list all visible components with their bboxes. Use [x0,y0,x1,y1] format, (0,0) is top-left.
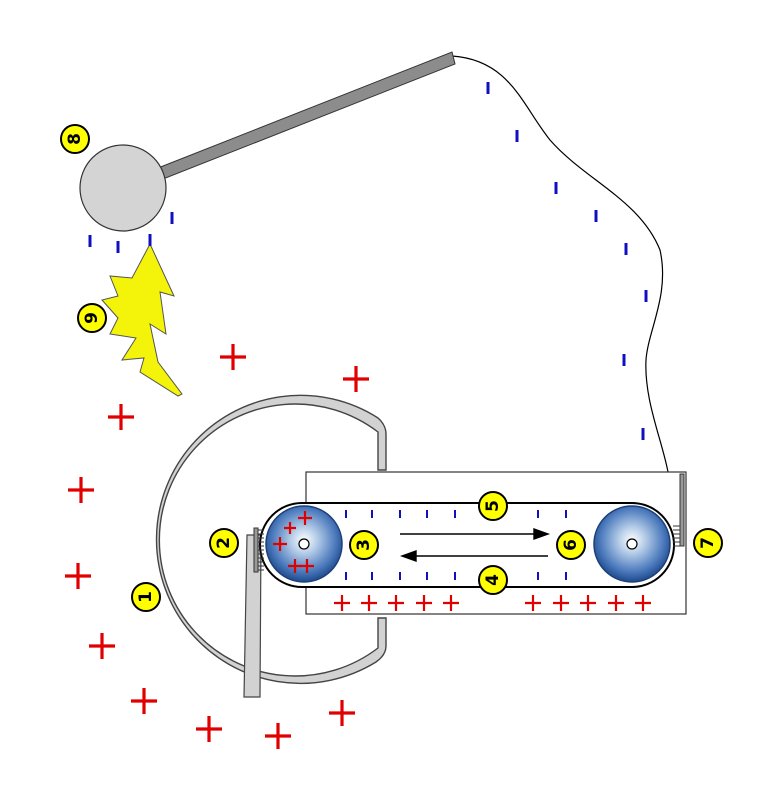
upper-roller-axle [298,538,310,550]
collector-dome [155,394,387,685]
label-1-text: 1 [136,591,156,603]
label-6: 6 [556,530,586,560]
label-8: 8 [60,124,90,154]
label-7-text: 7 [698,537,718,549]
roller-positive-charges [273,511,314,573]
label-2: 2 [209,528,239,558]
label-7: 7 [693,528,723,558]
label-6-text: 6 [561,539,581,551]
lower-roller-axle [626,538,638,550]
label-1: 1 [131,582,161,612]
belt-direction-arrows [399,528,551,562]
label-9: 9 [77,303,107,333]
discharge-sphere [79,144,167,232]
label-3-text: 3 [354,539,374,551]
label-2-text: 2 [214,537,234,549]
belt-negative-charges [345,510,567,580]
spark-icon [101,242,183,397]
discharge-rod [157,51,456,180]
label-3: 3 [349,530,379,560]
label-9-text: 9 [82,312,102,324]
connecting-wire [451,55,669,473]
conveyor-belt [259,502,675,588]
upper-comb [253,527,264,573]
label-4: 4 [478,565,508,595]
label-5: 5 [478,491,508,521]
label-8-text: 8 [65,133,85,145]
lower-comb [673,473,685,547]
label-5-text: 5 [483,500,503,512]
housing-positive-charges [334,595,651,611]
negative-charges [88,82,648,440]
positive-charges [65,344,369,749]
label-4-text: 4 [483,574,503,586]
